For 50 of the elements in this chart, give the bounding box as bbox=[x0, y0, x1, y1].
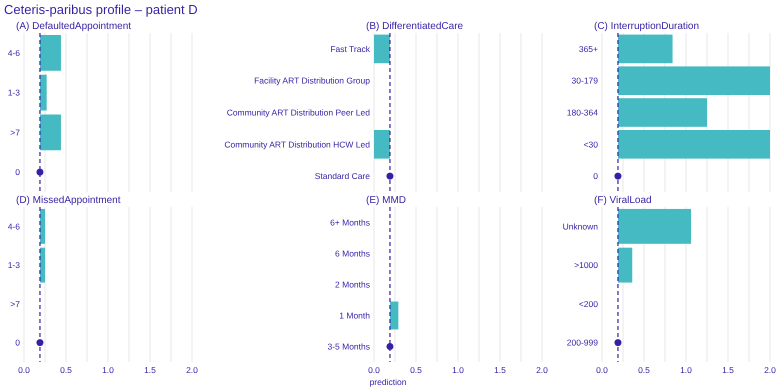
chart-title: Ceteris-paribus profile – patient D bbox=[4, 2, 198, 17]
chart-subtitle: (A) DefaultedAppointment bbox=[16, 21, 132, 32]
x-tick-label: 0.0 bbox=[596, 365, 608, 375]
y-tick-label: Standard Care bbox=[314, 171, 370, 182]
x-tick-label: 2.0 bbox=[536, 365, 548, 375]
y-tick-label: 180-364 bbox=[566, 107, 598, 118]
y-tick-label: 6 Months bbox=[335, 248, 370, 258]
x-tick-label: 0.5 bbox=[60, 365, 72, 375]
chart-subtitle: (E) MMD bbox=[366, 195, 406, 206]
x-axis-title: prediction bbox=[370, 377, 407, 387]
y-tick-label: 1-3 bbox=[8, 260, 20, 270]
y-tick-label: 1-3 bbox=[8, 88, 20, 98]
y-tick-label: 0 bbox=[15, 338, 20, 348]
chart-subtitle: (C) InterruptionDuration bbox=[594, 21, 700, 32]
chart-subtitle: (B) DifferentiatedCare bbox=[366, 21, 464, 32]
y-tick-label: <30 bbox=[584, 139, 598, 150]
x-tick-label: 0.0 bbox=[18, 365, 30, 375]
y-tick-label: >7 bbox=[10, 127, 20, 138]
x-tick-label: 0.5 bbox=[638, 365, 650, 375]
y-tick-label: 2 Months bbox=[335, 279, 370, 290]
chart-subtitle: (F) ViralLoad bbox=[594, 195, 652, 206]
x-tick-label: 1.5 bbox=[144, 365, 156, 375]
x-tick-label: 1.5 bbox=[494, 365, 506, 375]
x-tick-label: 0.0 bbox=[368, 365, 380, 375]
chart-subtitle: (D) MissedAppointment bbox=[16, 195, 121, 206]
y-tick-label: 4-6 bbox=[8, 221, 20, 232]
x-tick-label: 1.0 bbox=[680, 365, 692, 375]
y-tick-label: 0 bbox=[15, 167, 20, 178]
y-tick-label: Fast Track bbox=[330, 44, 371, 54]
x-tick-label: 2.0 bbox=[186, 365, 198, 375]
y-tick-label: >7 bbox=[10, 298, 20, 309]
x-tick-label: 0.5 bbox=[410, 365, 422, 375]
x-tick-label: 1.0 bbox=[102, 365, 114, 375]
y-tick-label: Facility ART Distribution Group bbox=[254, 76, 370, 86]
y-tick-label: Unknown bbox=[562, 221, 598, 232]
y-tick-label: 4-6 bbox=[8, 48, 20, 58]
y-tick-label: 30-179 bbox=[572, 76, 598, 86]
y-tick-label: 365+ bbox=[578, 44, 598, 54]
y-tick-label: 3-5 Months bbox=[327, 341, 370, 352]
x-tick-label: 2.0 bbox=[764, 365, 776, 375]
x-tick-label: 1.0 bbox=[452, 365, 464, 375]
y-tick-label: Community ART Distribution Peer Led bbox=[226, 107, 370, 118]
y-tick-label: Community ART Distribution HCW Led bbox=[224, 139, 370, 150]
y-tick-label: 200-999 bbox=[566, 338, 598, 348]
y-tick-label: 6+ Months bbox=[330, 217, 370, 228]
y-tick-label: <200 bbox=[578, 298, 598, 309]
y-tick-label: >1000 bbox=[574, 260, 598, 270]
x-tick-label: 1.5 bbox=[722, 365, 734, 375]
y-tick-label: 1 Month bbox=[339, 310, 370, 320]
y-tick-label: 0 bbox=[593, 171, 598, 182]
